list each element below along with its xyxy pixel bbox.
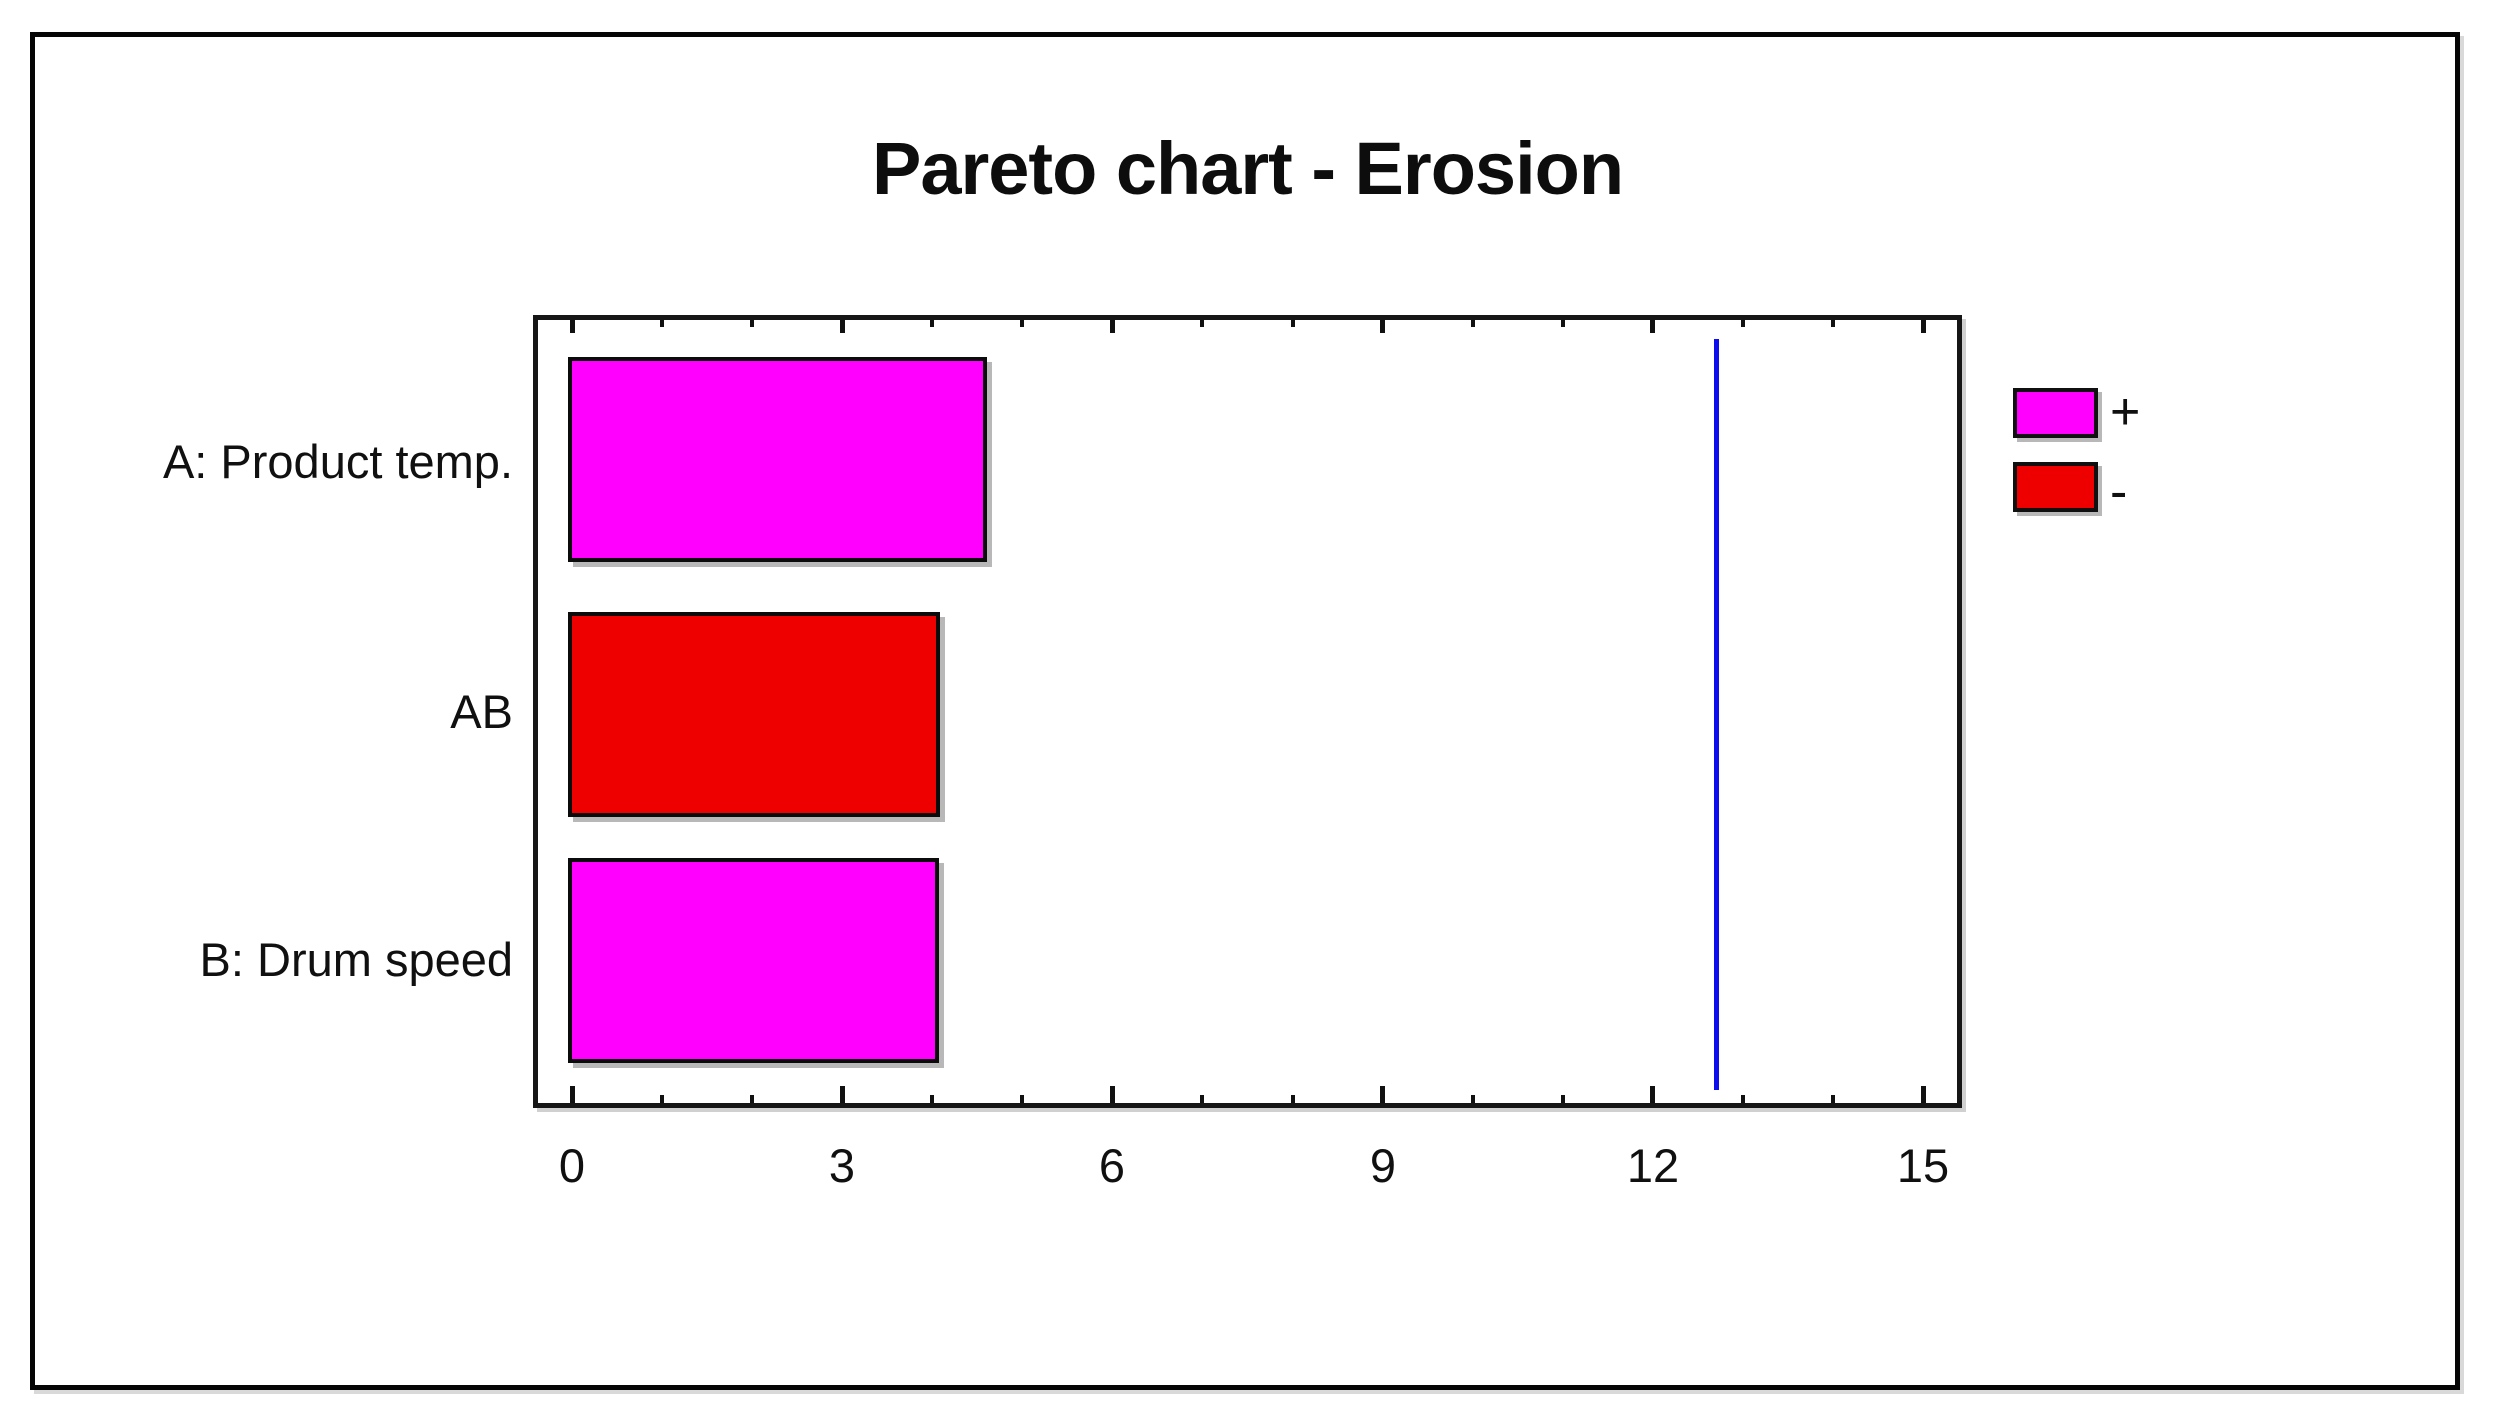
x-axis-minor-tick xyxy=(1200,320,1204,327)
x-axis-minor-tick xyxy=(1561,320,1565,327)
x-axis-major-tick xyxy=(840,1086,845,1103)
x-axis-minor-tick xyxy=(1741,1095,1745,1103)
x-axis-major-tick xyxy=(1110,1086,1115,1103)
x-axis-minor-tick xyxy=(660,320,664,327)
x-axis-minor-tick xyxy=(930,320,934,327)
x-axis-minor-tick xyxy=(930,1095,934,1103)
bar-ab xyxy=(568,612,940,817)
x-axis-major-tick xyxy=(1921,1086,1926,1103)
x-axis-minor-tick xyxy=(660,1095,664,1103)
x-axis-major-tick xyxy=(840,320,845,333)
bar-b-drum-speed xyxy=(568,858,939,1063)
x-axis-tick-label-15: 15 xyxy=(1896,1139,1950,1192)
x-axis-minor-tick xyxy=(1471,320,1475,327)
legend-label-negative: - xyxy=(2110,463,2128,521)
legend-swatch-positive xyxy=(2013,388,2098,438)
x-axis-tick-label-12: 12 xyxy=(1626,1139,1680,1192)
x-axis-tick-label-6: 6 xyxy=(1098,1139,1126,1192)
x-axis-minor-tick xyxy=(1291,320,1295,327)
x-axis-major-tick xyxy=(1380,1086,1385,1103)
x-axis-major-tick xyxy=(570,320,575,333)
x-axis-major-tick xyxy=(1380,320,1385,333)
x-axis-major-tick xyxy=(1110,320,1115,333)
x-axis-tick-label-9: 9 xyxy=(1369,1139,1397,1192)
category-label-a-product-temp: A: Product temp. xyxy=(162,435,513,488)
plot-area xyxy=(533,315,1962,1108)
x-axis-minor-tick xyxy=(1020,320,1024,327)
x-axis-minor-tick xyxy=(1200,1095,1204,1103)
category-label-ab: AB xyxy=(450,685,513,738)
x-axis-major-tick xyxy=(570,1086,575,1103)
x-axis-minor-tick xyxy=(1291,1095,1295,1103)
x-axis-minor-tick xyxy=(1831,320,1835,327)
x-axis-minor-tick xyxy=(750,1095,754,1103)
x-axis-minor-tick xyxy=(1831,1095,1835,1103)
x-axis-minor-tick xyxy=(1471,1095,1475,1103)
x-axis-tick-label-0: 0 xyxy=(558,1139,586,1192)
legend-label-positive: + xyxy=(2110,383,2141,441)
bar-a-product-temp xyxy=(568,357,987,562)
x-axis-tick-label-3: 3 xyxy=(828,1139,856,1192)
x-axis-major-tick xyxy=(1650,320,1655,333)
chart-title: Pareto chart - Erosion xyxy=(871,127,1624,210)
x-axis-minor-tick xyxy=(1561,1095,1565,1103)
x-axis-minor-tick xyxy=(1020,1095,1024,1103)
category-label-b-drum-speed: B: Drum speed xyxy=(199,933,513,986)
legend-swatch-negative xyxy=(2013,462,2098,512)
x-axis-minor-tick xyxy=(750,320,754,327)
x-axis-major-tick xyxy=(1650,1086,1655,1103)
x-axis-major-tick xyxy=(1921,320,1926,333)
x-axis-minor-tick xyxy=(1741,320,1745,327)
reference-line xyxy=(1714,339,1719,1090)
